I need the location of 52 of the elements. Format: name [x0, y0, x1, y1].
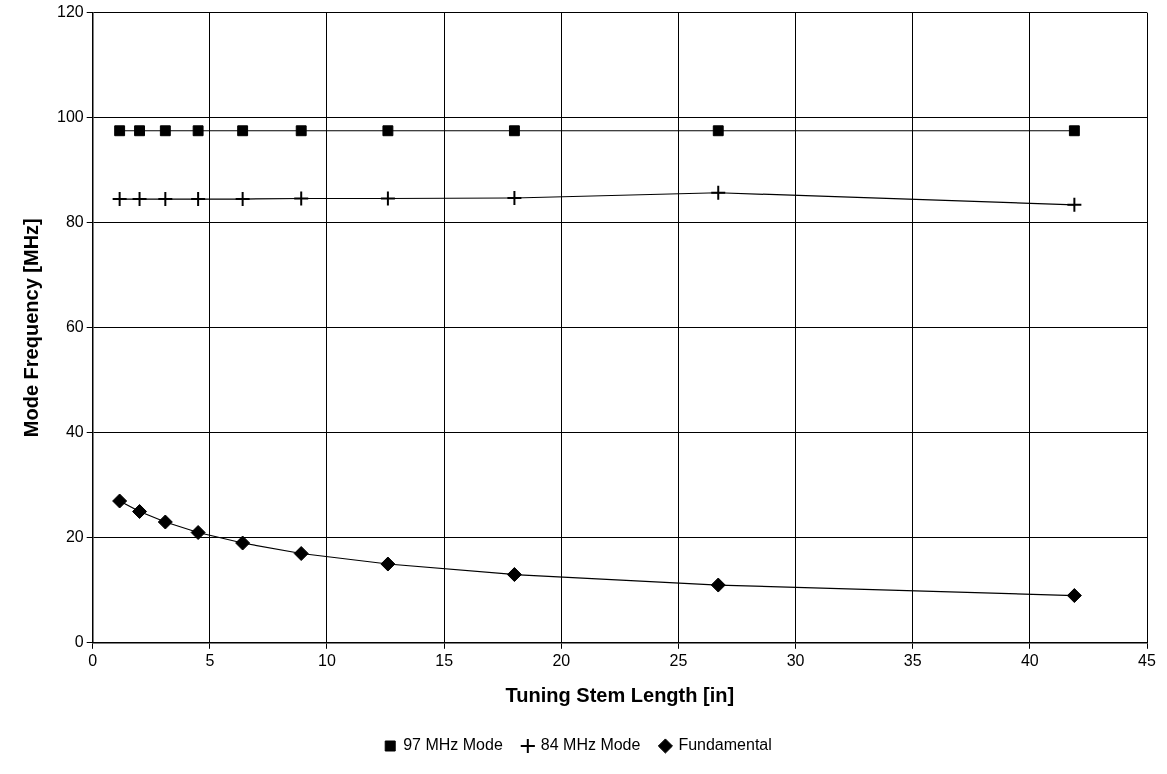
x-tick-label: 5 — [205, 651, 215, 669]
y-tick-label: 60 — [65, 318, 84, 336]
point — [380, 556, 396, 572]
x-tick-label: 30 — [786, 651, 805, 669]
point — [234, 191, 251, 208]
point — [710, 577, 726, 593]
legend-label: Fundamental — [678, 736, 772, 754]
point — [159, 125, 171, 137]
point — [237, 125, 249, 137]
y-tick-label: 120 — [56, 3, 84, 21]
x-tick-label: 40 — [1020, 651, 1039, 669]
point — [190, 191, 207, 208]
legend-label: 97 MHz Mode — [403, 736, 503, 754]
x-tick-label: 0 — [88, 651, 98, 669]
y-axis-title: Mode Frequency [MHz] — [19, 218, 42, 438]
y-tick-label: 0 — [74, 633, 84, 651]
point — [295, 125, 307, 137]
point — [157, 191, 174, 208]
point — [112, 493, 128, 509]
x-tick-label: 35 — [903, 651, 922, 669]
point — [157, 514, 173, 530]
point — [293, 190, 310, 207]
point — [1066, 196, 1083, 213]
y-tick-label: 100 — [56, 108, 84, 126]
point — [710, 184, 727, 201]
x-tick-label: 10 — [318, 651, 336, 669]
x-tick-label: 45 — [1138, 651, 1156, 669]
point — [508, 125, 520, 137]
point — [111, 191, 128, 208]
x-tick-label: 15 — [435, 651, 454, 669]
point — [192, 125, 204, 137]
point — [134, 125, 145, 137]
point — [1066, 588, 1082, 604]
y-tick-label: 20 — [65, 528, 84, 546]
point — [131, 191, 148, 208]
y-tick-label: 80 — [65, 213, 84, 231]
x-tick-label: 25 — [669, 651, 688, 669]
point — [506, 567, 522, 583]
y-tick-label: 40 — [65, 423, 84, 441]
x-axis-title: Tuning Stem Length [in] — [505, 683, 735, 706]
point — [712, 125, 724, 137]
point — [379, 190, 396, 207]
point — [190, 525, 206, 541]
x-tick-label: 20 — [552, 651, 571, 669]
legend-label: 84 MHz Mode — [540, 736, 641, 754]
point — [293, 546, 309, 562]
point — [235, 535, 251, 551]
point — [382, 125, 394, 137]
point — [506, 189, 523, 206]
point — [1068, 125, 1080, 137]
point — [114, 125, 126, 137]
point — [132, 504, 148, 520]
